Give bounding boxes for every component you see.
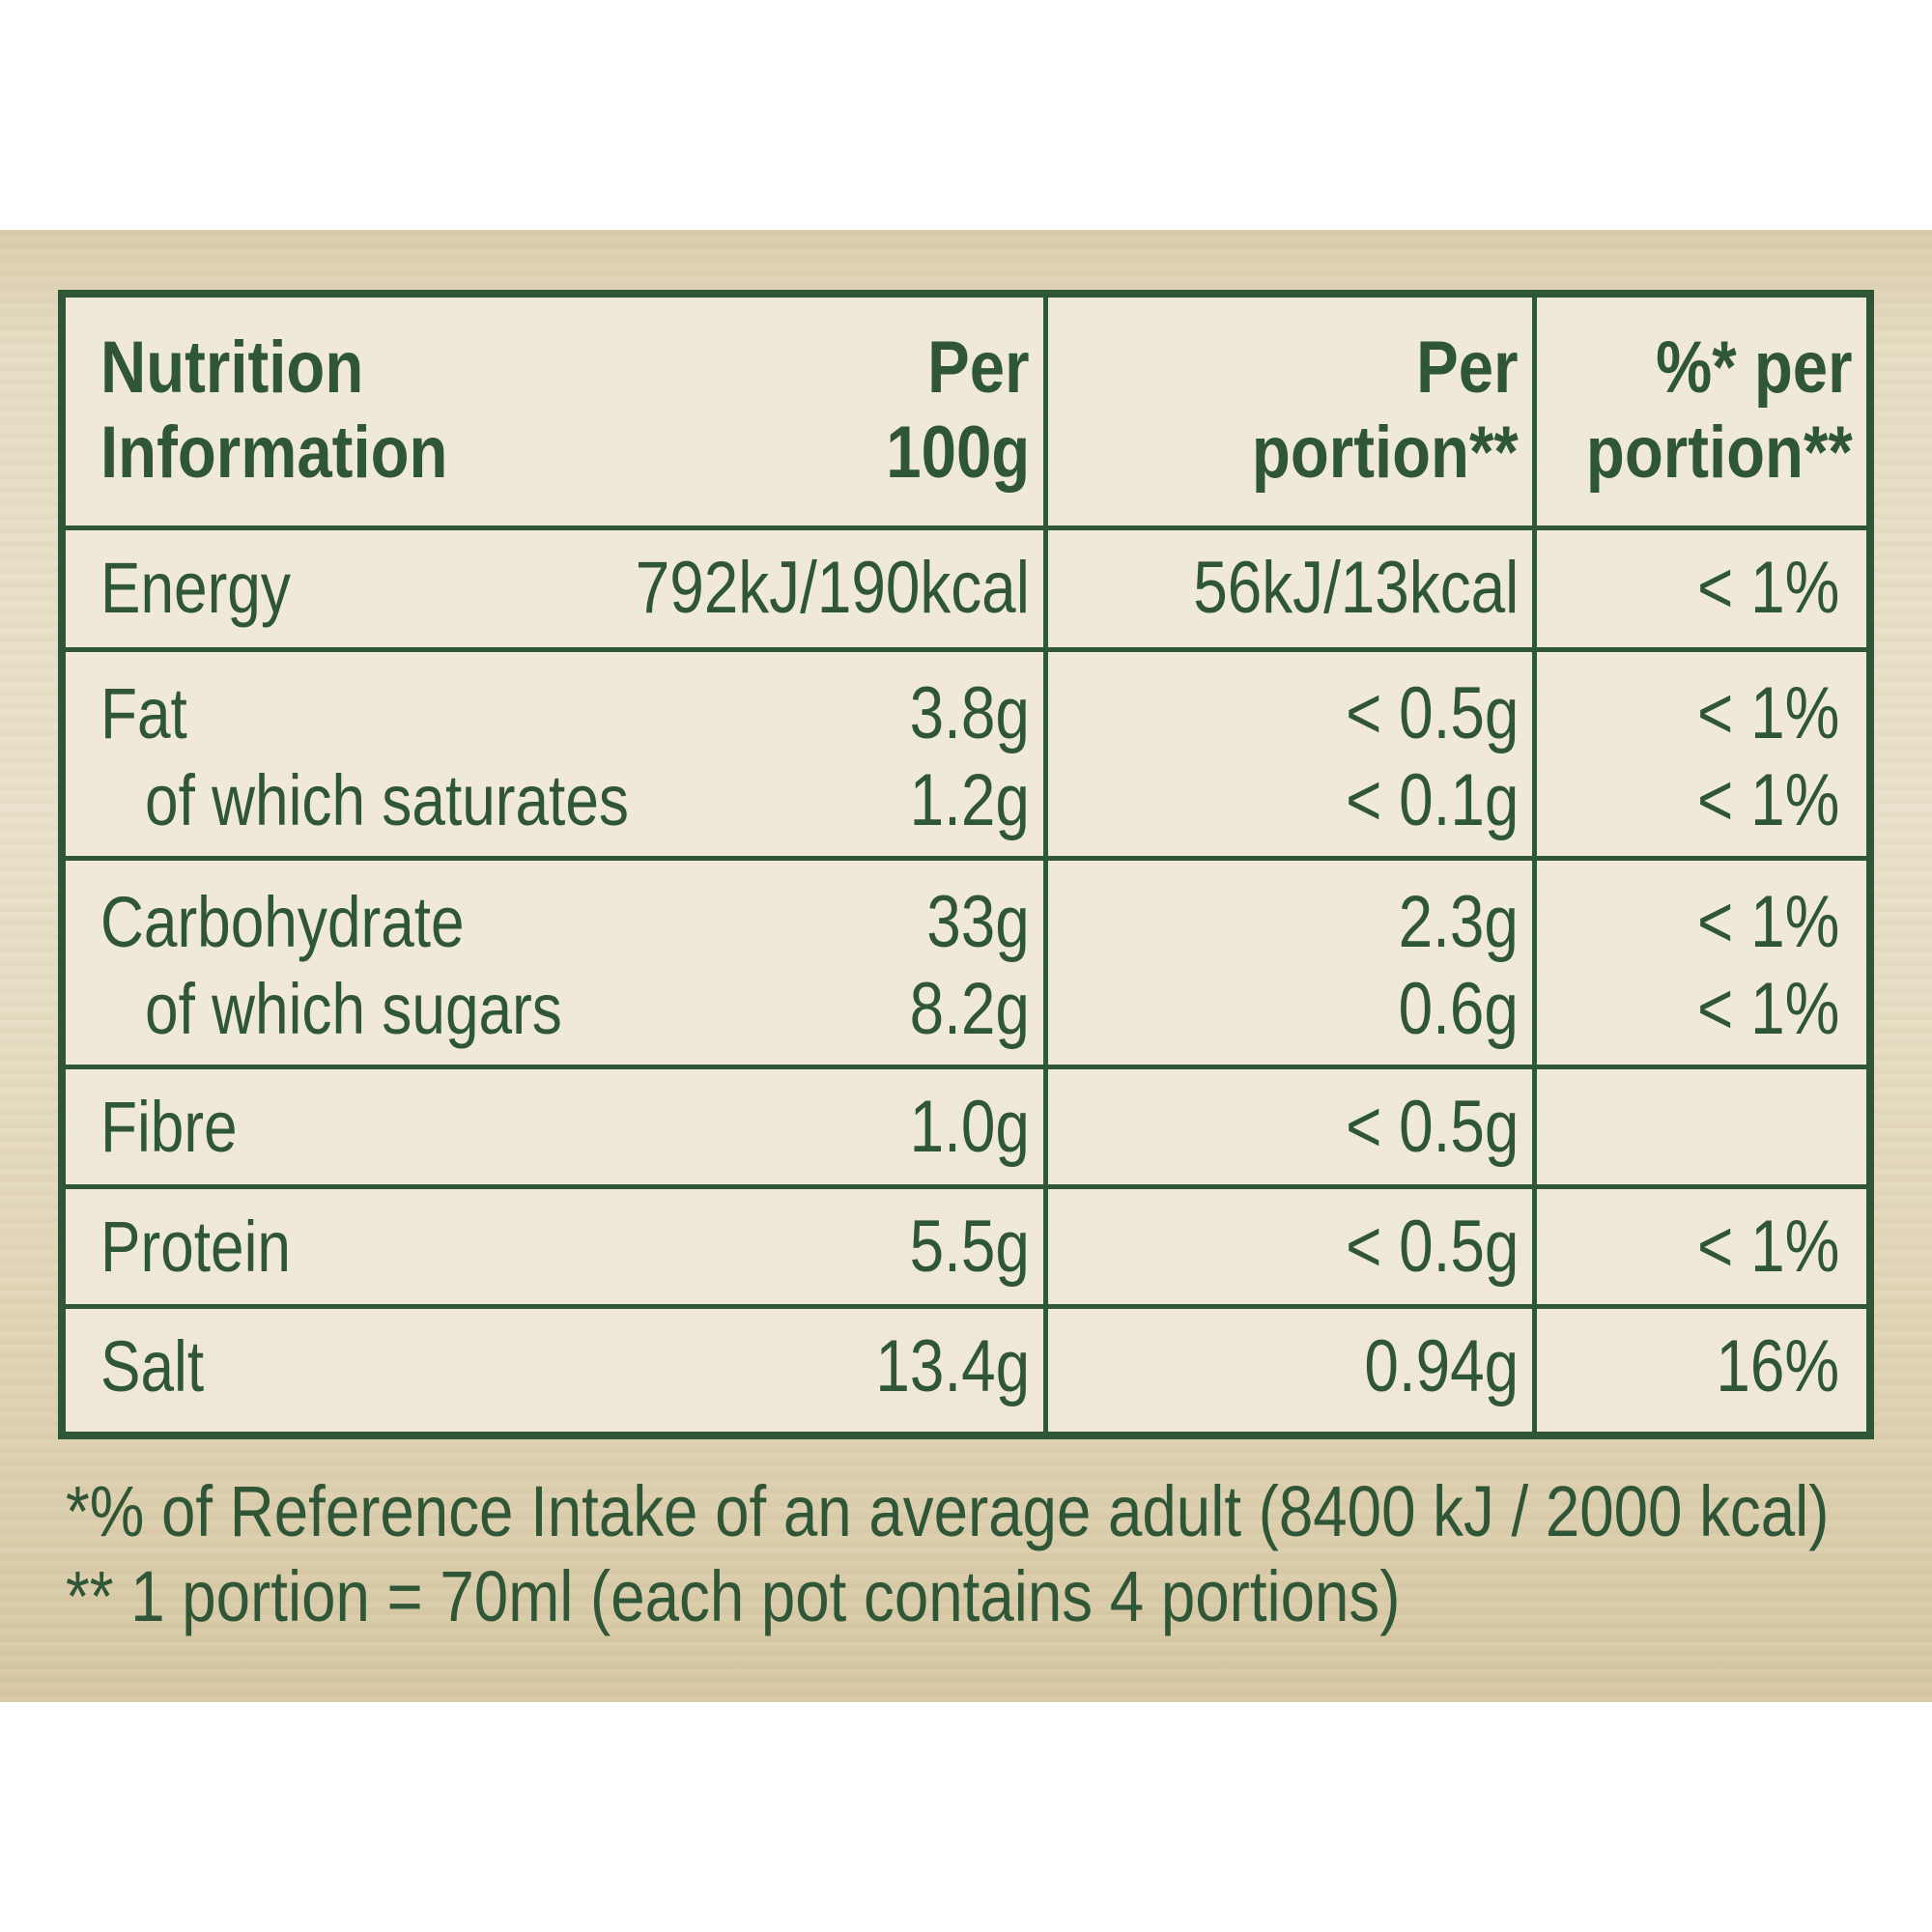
value-per-portion: < 0.5g — [1345, 1206, 1519, 1288]
header-per-portion-line2: portion** — [1252, 412, 1519, 494]
value-per-portion: 56kJ/13kcal — [1192, 547, 1519, 629]
table-header-row: Nutrition Information Per 100g Per porti… — [66, 298, 1866, 526]
value-ri-percent: < 1% — [1696, 672, 1839, 754]
value-per-portion: < 0.5g — [1345, 1086, 1519, 1168]
value-per-portion: < 0.5g — [1345, 672, 1519, 754]
value-per-100g: 13.4g — [875, 1325, 1030, 1407]
nutrient-label: Protein — [100, 1207, 291, 1287]
value-per-100g: 8.2g — [909, 968, 1030, 1050]
column-divider — [1043, 298, 1048, 1432]
table-row-protein: Protein 5.5g < 0.5g < 1% — [66, 1184, 1866, 1304]
table-row-energy: Energy 792kJ/190kcal 56kJ/13kcal < 1% — [66, 526, 1866, 647]
nutrient-sub-label: of which saturates — [145, 760, 629, 840]
value-ri-percent: < 1% — [1696, 968, 1839, 1050]
value-ri-percent: < 1% — [1696, 759, 1839, 841]
value-per-portion: 0.6g — [1398, 968, 1519, 1050]
table-row-fibre: Fibre 1.0g < 0.5g — [66, 1065, 1866, 1184]
value-per-100g: 1.0g — [909, 1086, 1030, 1168]
header-nutrition-line1: Nutrition — [100, 327, 364, 409]
nutrient-label: Fat — [100, 673, 187, 753]
nutrient-sub-label: of which sugars — [145, 969, 562, 1049]
value-per-100g: 3.8g — [909, 672, 1030, 754]
nutrient-label: Carbohydrate — [100, 882, 465, 962]
column-divider — [1532, 298, 1537, 1432]
value-per-portion: 0.94g — [1364, 1325, 1519, 1407]
nutrient-label: Salt — [100, 1326, 205, 1406]
footnote-portion-size: ** 1 portion = 70ml (each pot contains 4… — [66, 1556, 1401, 1636]
header-per-100g-line1: Per — [927, 327, 1030, 409]
header-per-portion-line1: Per — [1416, 327, 1519, 409]
value-per-portion: < 0.1g — [1345, 759, 1519, 841]
nutrient-label: Energy — [100, 548, 291, 628]
header-ri-per-portion-line1: %* per — [1656, 327, 1853, 409]
value-ri-percent: < 1% — [1696, 547, 1839, 629]
nutrition-table: Nutrition Information Per 100g Per porti… — [58, 290, 1874, 1439]
value-per-100g: 792kJ/190kcal — [635, 547, 1030, 629]
nutrition-label-panel: Nutrition Information Per 100g Per porti… — [0, 230, 1932, 1702]
footnote-reference-intake: *% of Reference Intake of an average adu… — [66, 1471, 1830, 1551]
value-per-100g: 1.2g — [909, 759, 1030, 841]
value-ri-percent: < 1% — [1696, 881, 1839, 963]
header-information-line2: Information — [100, 412, 448, 494]
table-row-fat-group: Fat 3.8g < 0.5g < 1% of which saturates … — [66, 647, 1866, 856]
table-row-carbohydrate-group: Carbohydrate 33g 2.3g < 1% of which suga… — [66, 856, 1866, 1065]
value-per-100g: 5.5g — [909, 1206, 1030, 1288]
value-ri-percent: < 1% — [1696, 1206, 1839, 1288]
header-ri-per-portion-line2: portion** — [1586, 412, 1853, 494]
value-per-portion: 2.3g — [1398, 881, 1519, 963]
table-row-salt: Salt 13.4g 0.94g 16% — [66, 1304, 1866, 1432]
nutrient-label: Fibre — [100, 1087, 238, 1167]
header-per-100g-line2: 100g — [886, 412, 1030, 494]
value-per-100g: 33g — [926, 881, 1030, 963]
value-ri-percent: 16% — [1716, 1325, 1839, 1407]
